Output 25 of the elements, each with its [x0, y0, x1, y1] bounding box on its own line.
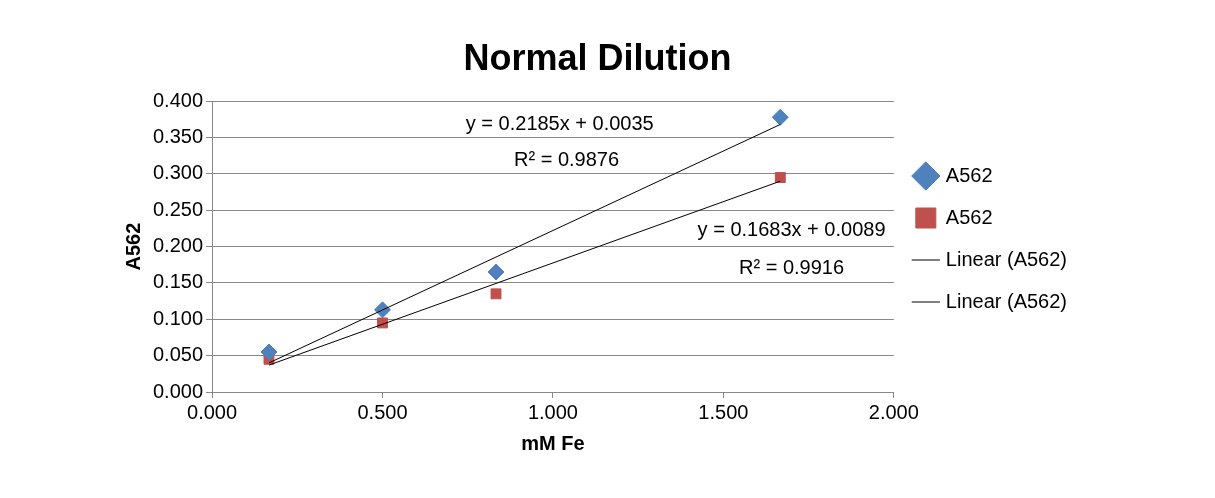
y-tick-label: 0.400 — [152, 88, 204, 111]
annotation: y = 0.1683x + 0.0089 — [697, 218, 886, 241]
y-tick-label: 0.250 — [152, 197, 204, 220]
legend-label: A562 — [945, 163, 993, 186]
annotation: R² = 0.9876 — [514, 148, 620, 171]
x-tick-label: 2.000 — [868, 400, 919, 423]
x-tick-label: 0.500 — [357, 400, 408, 423]
y-tick-label: 0.100 — [152, 306, 204, 329]
legend-label: A562 — [945, 205, 993, 228]
y-tick-label: 0.150 — [152, 270, 204, 293]
y-tick-label: 0.200 — [152, 234, 204, 257]
y-tick-label: 0.050 — [152, 343, 204, 366]
y-tick-label: 0.000 — [152, 379, 204, 402]
chart-title: Normal Dilution — [463, 36, 732, 78]
annotation: R² = 0.9916 — [739, 255, 845, 278]
legend-label: Linear (A562) — [945, 247, 1068, 270]
y-axis-title: A562 — [121, 222, 144, 271]
x-tick-label: 1.500 — [698, 400, 749, 423]
legend-label: Linear (A562) — [945, 289, 1068, 312]
y-tick-label: 0.300 — [152, 161, 204, 184]
annotation: y = 0.2185x + 0.0035 — [465, 111, 654, 134]
x-tick-label: 0.000 — [187, 400, 238, 423]
x-axis-title: mM Fe — [521, 431, 585, 454]
x-tick-label: 1.000 — [527, 400, 578, 423]
y-tick-label: 0.350 — [152, 125, 204, 148]
